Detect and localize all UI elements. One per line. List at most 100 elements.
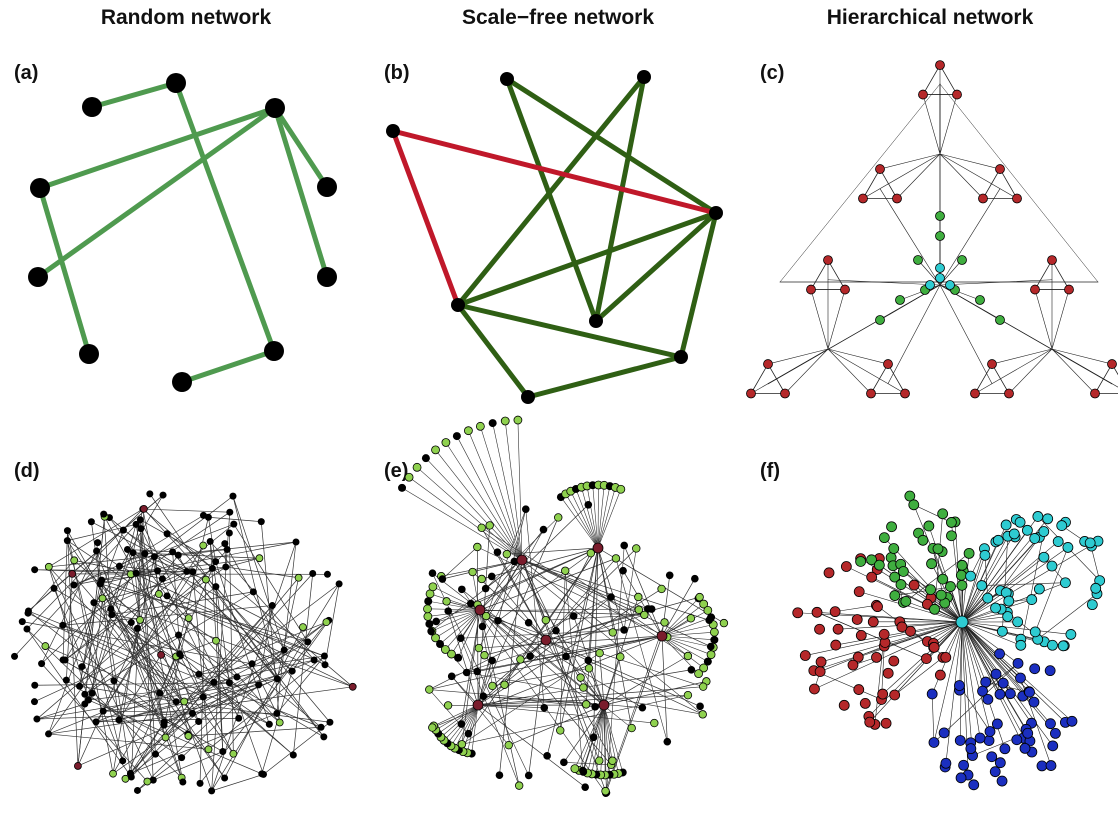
node: [208, 787, 216, 795]
node: [195, 717, 203, 725]
edge: [497, 620, 632, 729]
edge: [36, 703, 86, 720]
edge: [466, 672, 704, 715]
node: [977, 685, 988, 697]
node: [151, 750, 159, 758]
node: [156, 689, 164, 697]
edge: [181, 684, 259, 758]
node: [698, 682, 708, 691]
node: [493, 548, 502, 557]
node: [189, 568, 197, 576]
edge: [455, 302, 531, 400]
edge: [454, 704, 479, 749]
node: [888, 655, 900, 667]
node: [687, 665, 696, 674]
node: [1002, 611, 1014, 622]
edge: [479, 609, 645, 616]
panel-b-scale-free-network: [386, 70, 723, 404]
node: [595, 756, 604, 765]
edge: [48, 733, 209, 750]
node: [1084, 537, 1096, 549]
node: [709, 627, 719, 637]
node: [925, 584, 936, 596]
node: [386, 124, 400, 138]
panel-label-e: (e): [384, 460, 409, 482]
node: [620, 541, 629, 550]
edge: [661, 617, 712, 637]
edge: [179, 640, 217, 655]
node: [500, 680, 509, 689]
node: [317, 177, 337, 197]
edge: [835, 621, 963, 646]
node: [161, 733, 170, 742]
edge: [1051, 289, 1070, 350]
node: [431, 633, 440, 643]
edge: [109, 517, 293, 672]
node: [1028, 696, 1040, 708]
node: [918, 89, 928, 100]
edge: [199, 621, 327, 784]
node: [996, 625, 1008, 637]
node: [871, 651, 882, 663]
edge: [91, 521, 120, 721]
edge: [784, 348, 829, 394]
node: [317, 723, 325, 731]
node: [815, 656, 827, 668]
edge: [435, 449, 523, 561]
panel-label-c: (c): [760, 62, 785, 84]
node: [710, 635, 719, 644]
node: [462, 668, 471, 677]
edge: [939, 284, 1113, 385]
edge: [597, 485, 611, 549]
node: [1057, 640, 1069, 652]
node: [900, 388, 910, 399]
node: [982, 592, 994, 604]
node: [115, 562, 123, 570]
edge: [416, 467, 523, 561]
edge: [101, 579, 325, 657]
edge: [922, 64, 941, 95]
edge: [574, 704, 605, 769]
edge: [942, 621, 963, 658]
edge: [862, 168, 881, 199]
edge: [48, 529, 124, 735]
edge: [883, 621, 963, 647]
node: [940, 651, 952, 663]
node: [136, 616, 144, 624]
edge: [427, 609, 481, 617]
node: [335, 580, 343, 588]
node: [447, 672, 456, 681]
edge: [1034, 259, 1053, 290]
node: [150, 553, 158, 561]
node: [309, 570, 317, 578]
edge: [520, 635, 663, 660]
edge: [215, 640, 322, 728]
edge: [581, 486, 599, 549]
node: [999, 743, 1011, 755]
edge: [913, 504, 963, 623]
node: [570, 764, 580, 774]
edge: [471, 704, 479, 754]
edge: [118, 654, 162, 721]
node: [81, 690, 89, 698]
node: [179, 778, 187, 786]
edge: [119, 515, 204, 567]
edge: [816, 612, 927, 659]
node: [946, 530, 957, 542]
node: [925, 280, 935, 290]
node: [62, 676, 70, 684]
node: [978, 193, 988, 204]
node: [225, 679, 233, 687]
edge: [232, 495, 285, 651]
edge: [879, 153, 941, 170]
edge: [961, 621, 1056, 734]
edge: [961, 547, 1069, 623]
edge: [35, 105, 278, 280]
edge: [14, 519, 141, 657]
node: [79, 344, 99, 364]
node: [829, 606, 841, 618]
edge: [451, 676, 510, 746]
node: [576, 673, 585, 682]
node: [952, 89, 962, 100]
node: [1014, 516, 1026, 528]
